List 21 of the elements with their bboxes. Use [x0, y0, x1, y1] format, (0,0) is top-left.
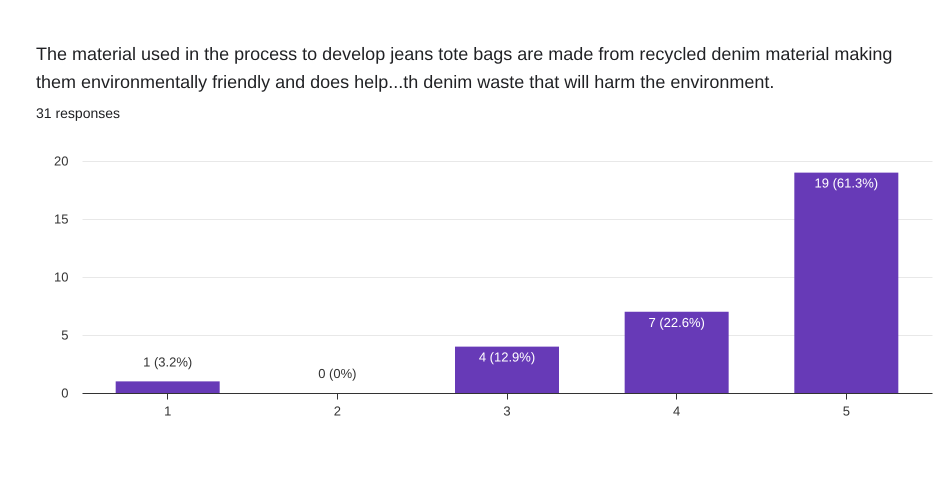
bar	[624, 312, 729, 393]
y-tick-label: 20	[54, 154, 68, 168]
data-label: 0 (0%)	[318, 366, 356, 381]
bar	[455, 346, 559, 393]
x-tick-label: 4	[673, 404, 680, 418]
x-tick-label: 5	[842, 404, 850, 418]
bar	[794, 172, 898, 393]
x-tick-label: 2	[334, 404, 341, 418]
data-label: 7 (22.6%)	[648, 314, 705, 330]
data-label: 4 (12.9%)	[478, 350, 536, 365]
x-tick-label: 1	[164, 404, 172, 418]
bar	[116, 381, 220, 393]
x-tick-label: 3	[503, 404, 511, 418]
chart-title: The material used in the process to develop jeans tote bags are made from recycled denim material making them environmentally friendly and does help...th denim waste that will harm the environment.	[36, 43, 894, 94]
y-tick-label: 5	[61, 328, 68, 342]
chart-subtitle: 31 responses	[36, 105, 120, 121]
y-tick-label: 10	[54, 270, 68, 284]
y-tick-label: 0	[61, 386, 68, 400]
y-tick-label: 15	[54, 212, 68, 226]
data-label: 19 (61.3%)	[814, 176, 878, 191]
data-label: 1 (3.2%)	[143, 354, 192, 370]
